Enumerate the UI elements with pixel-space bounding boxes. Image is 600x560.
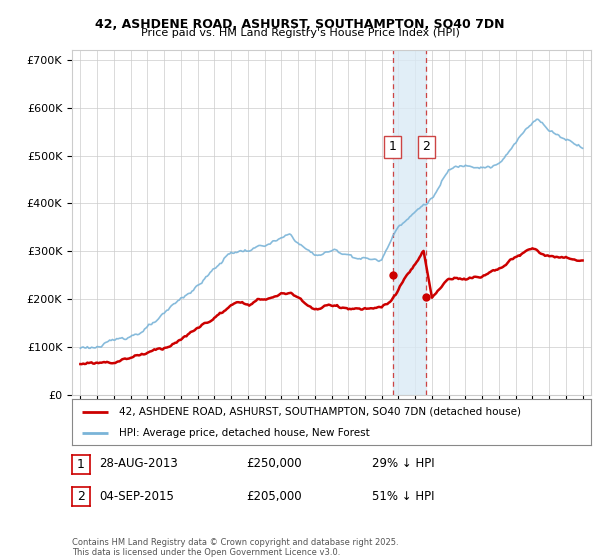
Text: 1: 1 bbox=[389, 141, 397, 153]
Text: 04-SEP-2015: 04-SEP-2015 bbox=[99, 489, 174, 503]
Text: £250,000: £250,000 bbox=[246, 457, 302, 470]
Text: Contains HM Land Registry data © Crown copyright and database right 2025.
This d: Contains HM Land Registry data © Crown c… bbox=[72, 538, 398, 557]
Text: 42, ASHDENE ROAD, ASHURST, SOUTHAMPTON, SO40 7DN (detached house): 42, ASHDENE ROAD, ASHURST, SOUTHAMPTON, … bbox=[119, 407, 521, 417]
Text: 2: 2 bbox=[77, 490, 85, 503]
Text: HPI: Average price, detached house, New Forest: HPI: Average price, detached house, New … bbox=[119, 428, 370, 438]
Text: 51% ↓ HPI: 51% ↓ HPI bbox=[372, 489, 434, 503]
Text: 28-AUG-2013: 28-AUG-2013 bbox=[99, 457, 178, 470]
Text: £205,000: £205,000 bbox=[246, 489, 302, 503]
Text: 2: 2 bbox=[422, 141, 430, 153]
Text: 42, ASHDENE ROAD, ASHURST, SOUTHAMPTON, SO40 7DN: 42, ASHDENE ROAD, ASHURST, SOUTHAMPTON, … bbox=[95, 18, 505, 31]
Text: 1: 1 bbox=[77, 458, 85, 471]
Bar bbox=[393, 50, 427, 395]
Text: 29% ↓ HPI: 29% ↓ HPI bbox=[372, 457, 434, 470]
Text: Price paid vs. HM Land Registry's House Price Index (HPI): Price paid vs. HM Land Registry's House … bbox=[140, 28, 460, 38]
